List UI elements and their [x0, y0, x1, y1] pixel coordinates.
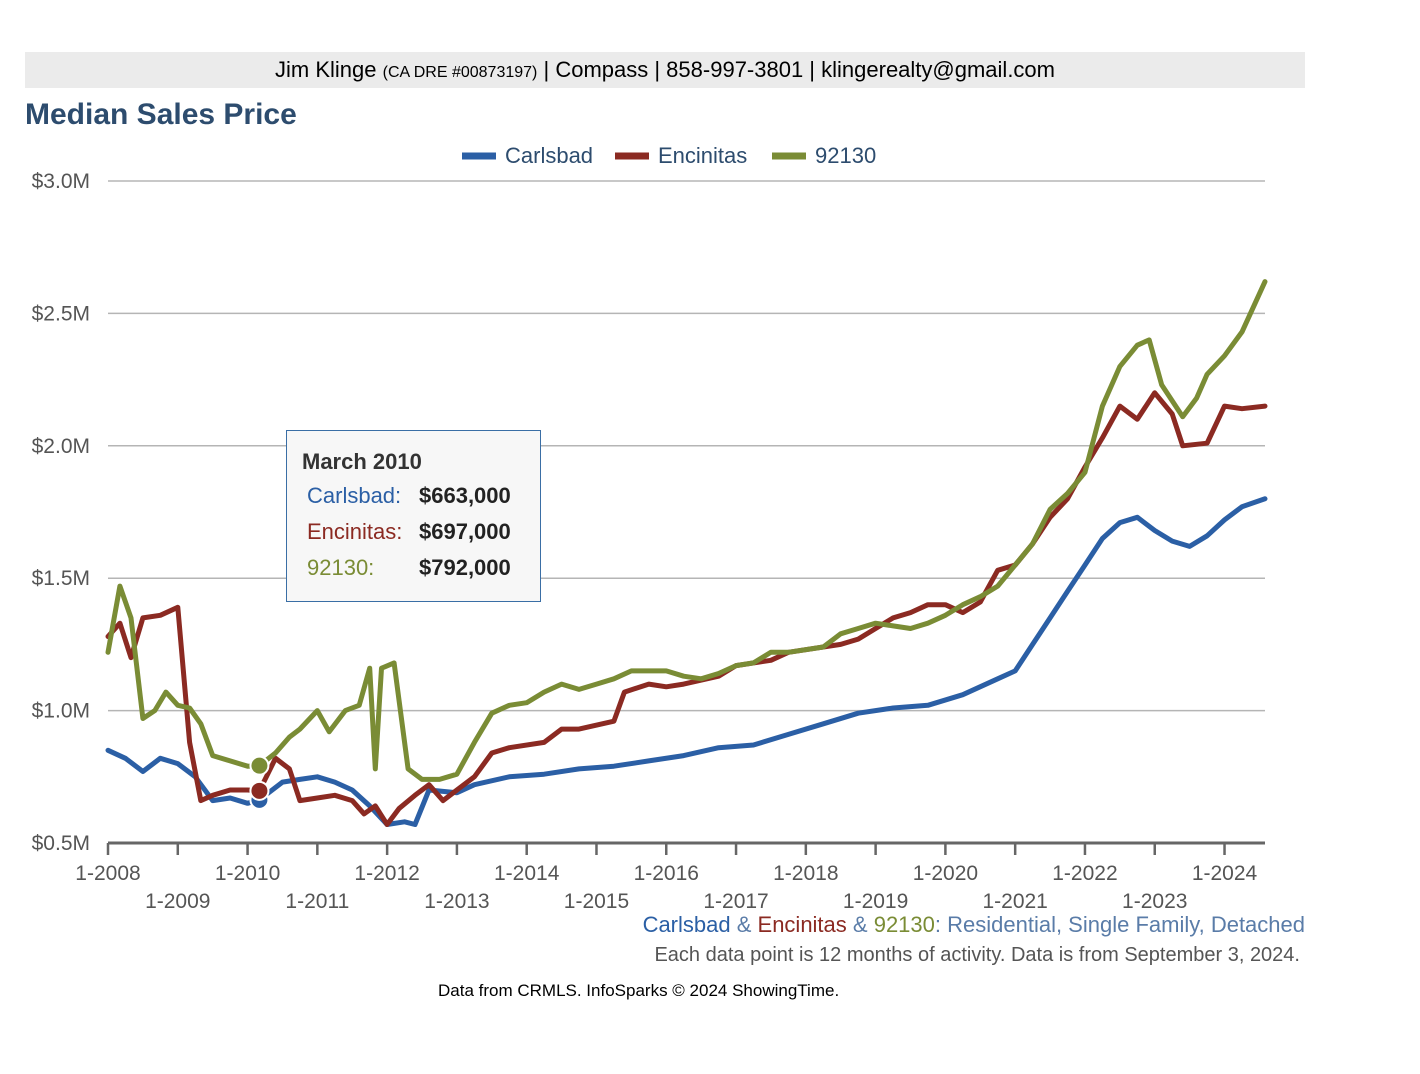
tooltip-value-encinitas: $697,000 — [419, 519, 511, 544]
y-tick-label: $3.0M — [32, 170, 90, 193]
hover-tooltip: March 2010 Carlsbad: $663,000 Encinitas:… — [286, 430, 541, 602]
y-tick-label: $2.5M — [32, 302, 90, 325]
x-tick-label: 1-2024 — [1192, 862, 1258, 885]
x-tick-label: 1-2015 — [564, 890, 629, 913]
tooltip-date: March 2010 — [302, 449, 422, 474]
tooltip-label-encinitas: Encinitas: — [307, 519, 403, 544]
chart-legend[interactable]: Carlsbad Encinitas 92130 — [462, 143, 876, 168]
subtitle-amp: & — [730, 912, 758, 937]
subtitle-92130: 92130 — [873, 912, 935, 937]
y-tick-label: $1.0M — [32, 700, 90, 723]
series-lines — [105, 279, 1268, 827]
x-tick-label: 1-2011 — [285, 890, 349, 913]
x-axis-ticks: 1-2008 1-2010 1-2012 1-2014 1-2016 1-2018 1-20… — [75, 841, 1265, 913]
x-tick-label: 1-2022 — [1052, 862, 1117, 885]
series-line-carlsbad[interactable] — [105, 496, 1268, 827]
legend-label[interactable]: 92130 — [815, 143, 876, 168]
x-tick-label: 1-2023 — [1122, 890, 1187, 913]
y-tick-label: $2.0M — [32, 435, 90, 458]
agent-header: Jim Klinge (CA DRE #00873197) | Compass … — [25, 52, 1305, 88]
agent-contact: | Compass | 858-997-3801 | klingerealty@… — [543, 57, 1056, 82]
data-credit: Data from CRMLS. InfoSparks © 2024 Showi… — [438, 981, 840, 1000]
agent-name: Jim Klinge — [275, 57, 377, 82]
x-tick-label: 1-2020 — [913, 862, 978, 885]
x-tick-label: 1-2017 — [703, 890, 768, 913]
x-tick-label: 1-2008 — [75, 862, 140, 885]
subtitle-property-type: : Residential, Single Family, Detached — [934, 912, 1305, 937]
hover-marker-92130 — [249, 755, 270, 776]
x-tick-label: 1-2010 — [215, 862, 280, 885]
y-tick-label: $0.5M — [32, 832, 90, 855]
subtitle-carlsbad: Carlsbad — [642, 912, 731, 937]
tooltip-label-92130: 92130: — [307, 555, 375, 580]
x-tick-label: 1-2019 — [843, 890, 908, 913]
x-tick-label: 1-2021 — [982, 890, 1047, 913]
chart-subtitle: Carlsbad & Encinitas & 92130: Residentia… — [643, 912, 1305, 938]
x-tick-label: 1-2018 — [773, 862, 838, 885]
data-note: Each data point is 12 months of activity… — [654, 944, 1300, 966]
subtitle-amp: & — [846, 912, 874, 937]
hover-marker-encinitas — [249, 780, 270, 801]
tooltip-value-92130: $792,000 — [419, 555, 511, 580]
tooltip-label-carlsbad: Carlsbad: — [307, 483, 402, 508]
x-tick-label: 1-2009 — [145, 890, 210, 913]
legend-label[interactable]: Encinitas — [658, 143, 747, 168]
page-title: Median Sales Price — [25, 98, 297, 131]
subtitle-encinitas: Encinitas — [757, 912, 847, 937]
y-axis-ticks: $0.5M $1.0M $1.5M $2.0M $2.5M $3.0M — [32, 170, 90, 855]
x-tick-label: 1-2014 — [494, 862, 560, 885]
series-line-92130[interactable] — [105, 279, 1268, 782]
hover-markers — [249, 755, 270, 810]
tooltip-value-carlsbad: $663,000 — [419, 483, 511, 508]
x-tick-label: 1-2013 — [424, 890, 489, 913]
x-tick-label: 1-2016 — [634, 862, 699, 885]
y-tick-label: $1.5M — [32, 567, 90, 590]
x-tick-label: 1-2012 — [354, 862, 419, 885]
legend-label[interactable]: Carlsbad — [505, 143, 593, 168]
agent-license: (CA DRE #00873197) — [382, 64, 538, 81]
